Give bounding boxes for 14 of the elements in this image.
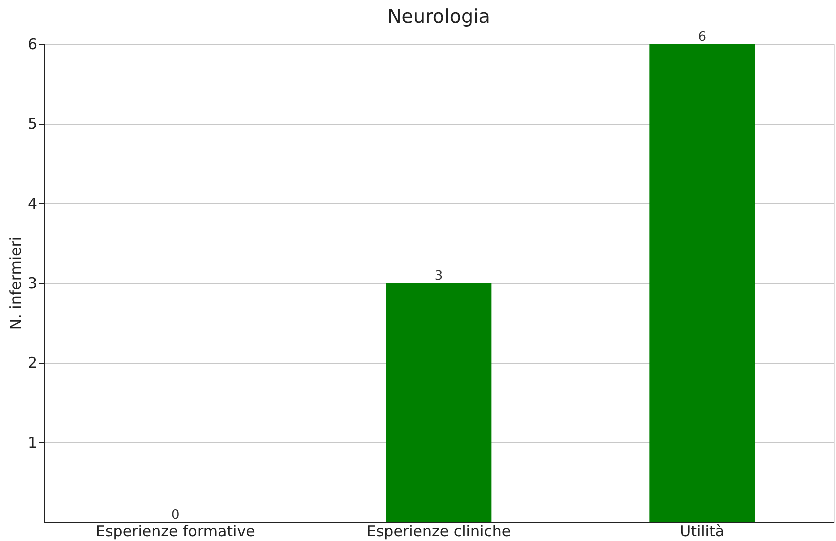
x-tick-label: Utilità bbox=[680, 522, 725, 540]
y-tick-label: 5 bbox=[28, 115, 38, 134]
y-tick-label: 3 bbox=[28, 274, 38, 292]
y-tick-label: 1 bbox=[28, 434, 38, 452]
y-tick-label: 6 bbox=[28, 36, 38, 54]
y-tick-label: 4 bbox=[28, 194, 38, 213]
x-tick-label: Esperienze cliniche bbox=[366, 522, 512, 540]
data-label: 6 bbox=[698, 30, 706, 45]
data-label: 0 bbox=[172, 508, 180, 523]
chart-title: Neurologia bbox=[388, 6, 490, 28]
x-tick-label: Esperienze formative bbox=[96, 522, 256, 540]
data-label: 3 bbox=[434, 269, 444, 284]
y-tick-label: 2 bbox=[28, 354, 38, 372]
y-axis-title: N. infermieri bbox=[6, 236, 25, 330]
